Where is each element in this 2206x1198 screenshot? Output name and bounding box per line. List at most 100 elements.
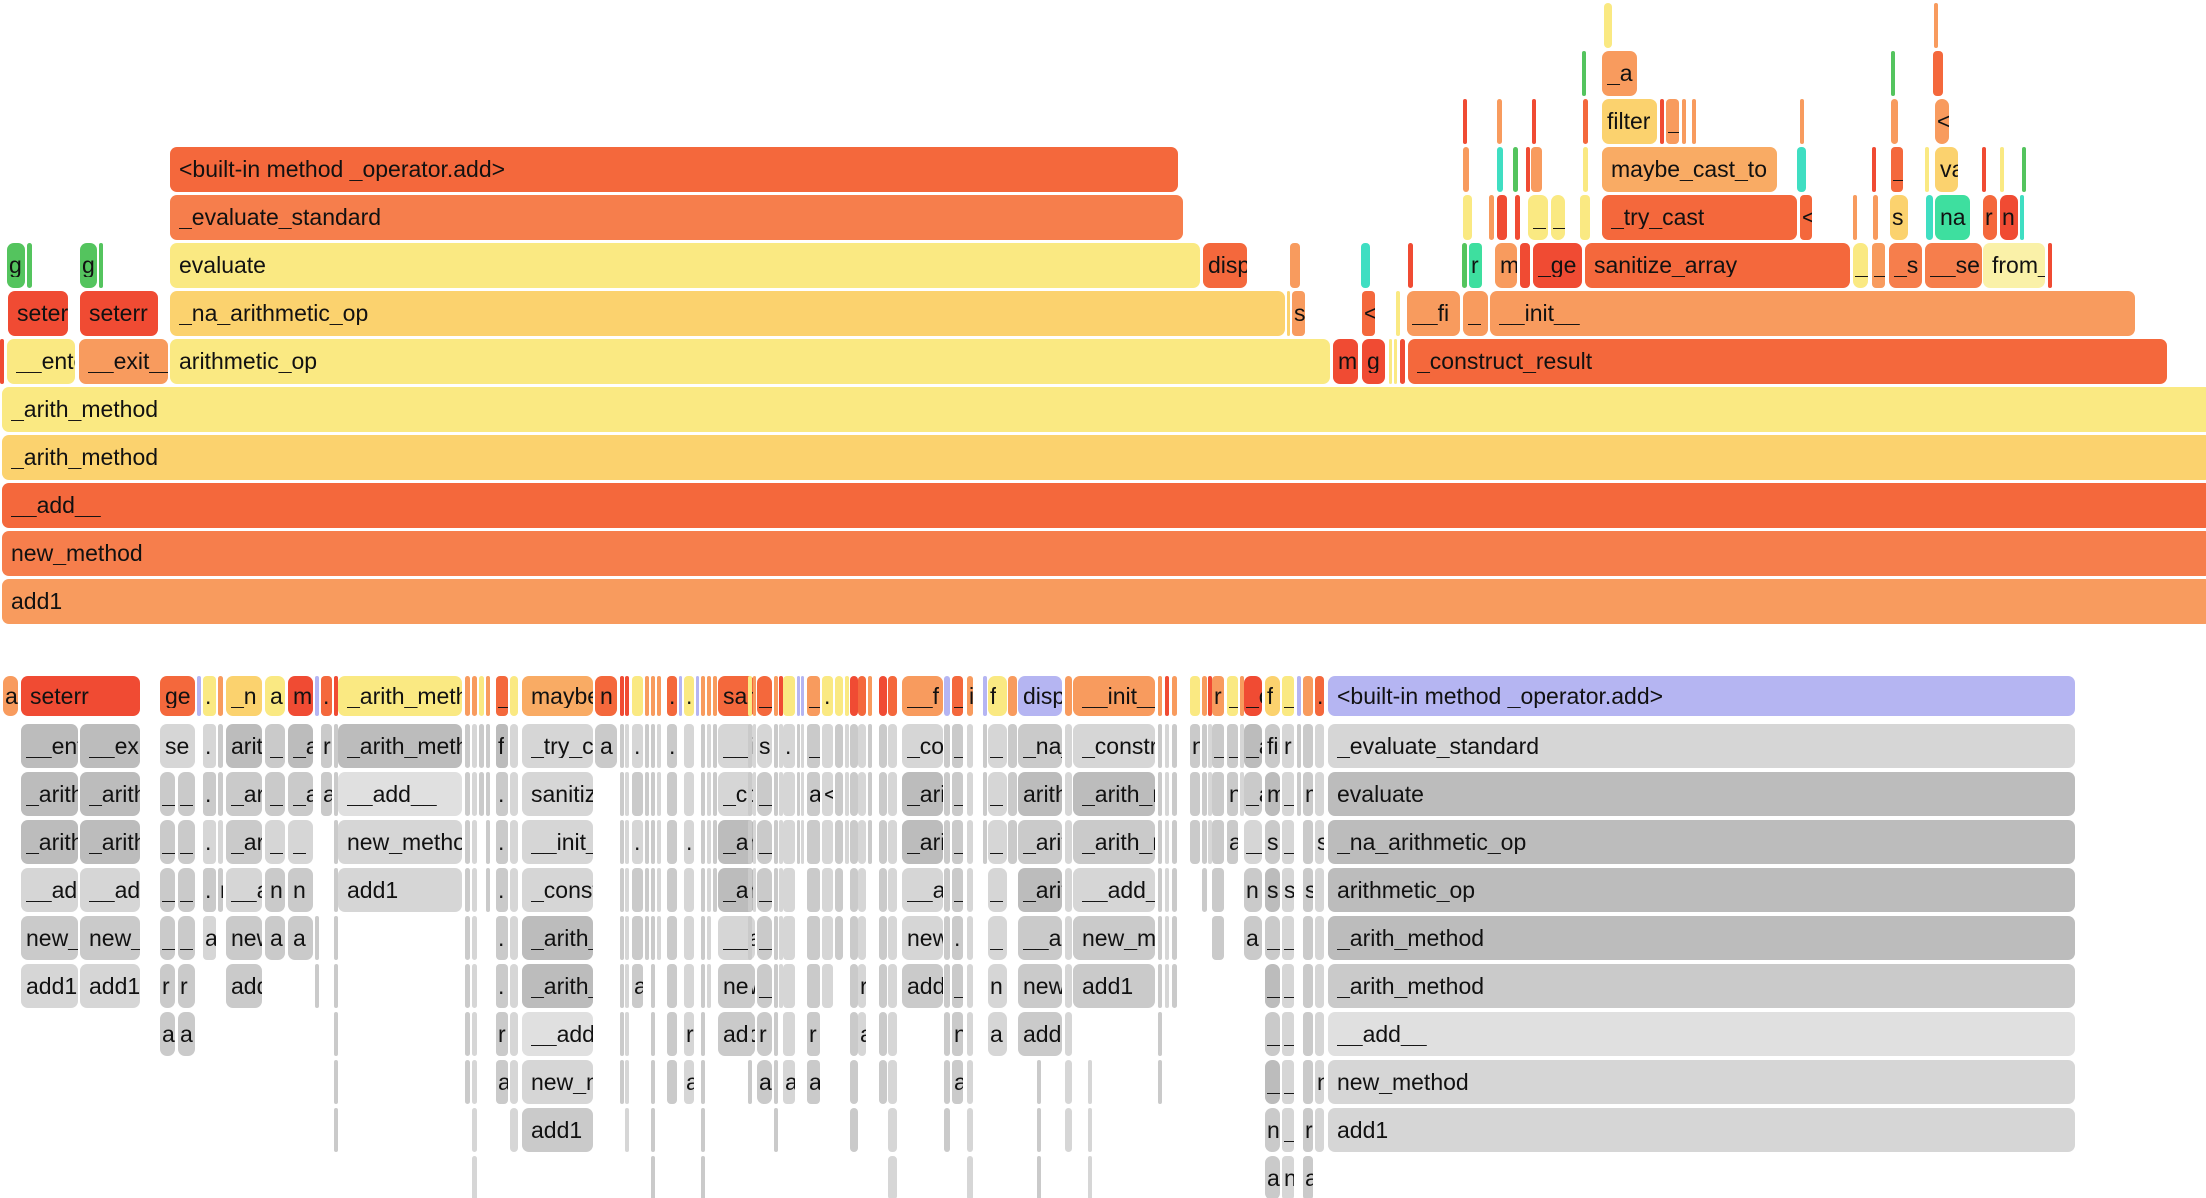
frame-sliver[interactable] [879, 724, 887, 768]
frame-sliver[interactable] [334, 820, 338, 864]
frame-sliver[interactable] [783, 820, 795, 864]
frame-a[interactable]: a [783, 1060, 795, 1104]
frame-sliver[interactable] [1873, 195, 1878, 240]
frame-sliver[interactable] [667, 820, 677, 864]
frame-a[interactable]: _a [288, 724, 313, 768]
frame-sliver[interactable] [858, 772, 866, 816]
frame-sliver[interactable] [753, 676, 756, 716]
frame-sliver[interactable] [753, 724, 756, 768]
frame-sliver[interactable] [1037, 1060, 1041, 1104]
frame-sliver[interactable] [1165, 676, 1169, 716]
frame-sliver[interactable] [835, 724, 843, 768]
frame-a[interactable]: a [1227, 820, 1238, 864]
frame-sliver[interactable] [1303, 820, 1313, 864]
frame-a[interactable]: _a [288, 772, 313, 816]
frame-sliver[interactable] [779, 772, 783, 816]
frame-sliver[interactable] [1065, 1108, 1072, 1152]
frame-sliver[interactable] [1297, 724, 1301, 768]
frame-sliver[interactable] [479, 724, 484, 768]
frame-sliver[interactable] [967, 916, 973, 960]
frame-sliver[interactable] [850, 1108, 858, 1152]
frame-sliver[interactable]: . [632, 820, 643, 864]
frame-sliver[interactable] [218, 676, 223, 716]
frame-arith-method[interactable]: _arith_method [522, 916, 593, 960]
frame-a[interactable]: a [595, 724, 617, 768]
frame-sliver[interactable]: _ [1282, 916, 1294, 960]
frame-sliver[interactable]: _ [757, 676, 772, 716]
frame-sliver[interactable]: _ [160, 916, 175, 960]
frame-sliver[interactable] [1158, 964, 1162, 1008]
frame-n[interactable]: n [988, 964, 1007, 1008]
frame-sliver[interactable] [651, 1060, 655, 1104]
frame-r[interactable]: r [160, 964, 175, 1008]
frame-arith-method[interactable]: _arith_method [21, 772, 78, 816]
frame-sliver[interactable] [632, 868, 643, 912]
frame-a[interactable]: a [858, 1012, 866, 1056]
frame-sliver[interactable]: _ [1282, 1108, 1294, 1152]
frame-sliver[interactable] [1202, 724, 1207, 768]
frame-sliver[interactable]: _ [988, 916, 1007, 960]
frame-sliver[interactable] [801, 676, 804, 716]
frame-sliver[interactable] [667, 1012, 677, 1056]
frame-sliver[interactable] [1303, 724, 1313, 768]
frame-sliver[interactable] [967, 1156, 973, 1198]
frame-sliver[interactable] [701, 1156, 705, 1198]
frame-sliver[interactable] [1008, 724, 1017, 768]
frame-new-method[interactable]: new_method [2, 531, 2206, 576]
frame-sliver[interactable] [315, 676, 319, 716]
frame-sliver[interactable] [701, 772, 705, 816]
frame-r[interactable]: r [496, 1012, 508, 1056]
frame-sliver[interactable] [1065, 676, 1072, 716]
frame-sliver[interactable] [27, 243, 32, 288]
frame-enter[interactable]: __enter__ [7, 339, 75, 384]
frame-a[interactable]: a [321, 772, 332, 816]
frame-add1[interactable]: add1 [1328, 1108, 2075, 1152]
frame-sliver[interactable] [472, 724, 477, 768]
frame-add[interactable]: __add__ [522, 1012, 593, 1056]
frame-sliver[interactable] [701, 916, 705, 960]
frame-se[interactable]: se [160, 724, 195, 768]
frame-r[interactable]: r [1303, 1108, 1313, 1152]
frame-s[interactable]: s [1890, 195, 1908, 240]
frame-n[interactable]: n [1244, 868, 1262, 912]
frame-a[interactable]: a [684, 1060, 694, 1104]
frame-sliver[interactable] [850, 1060, 858, 1104]
frame-sliver[interactable] [1361, 243, 1370, 288]
frame-sliver[interactable] [1463, 99, 1467, 144]
frame-sliver[interactable] [1604, 3, 1612, 48]
frame-construct-result[interactable]: _construct_result [902, 724, 943, 768]
frame-sliver[interactable] [620, 916, 624, 960]
frame-r[interactable]: r [1983, 195, 1997, 240]
frame-sliver[interactable] [1165, 724, 1169, 768]
frame-r[interactable]: r [684, 1012, 694, 1056]
frame-sliver[interactable] [1926, 195, 1933, 240]
frame-sliver[interactable] [967, 964, 973, 1008]
frame-sliver[interactable] [657, 820, 661, 864]
frame-sliver[interactable] [1315, 1012, 1324, 1056]
frame-sliver[interactable]: _ [1212, 724, 1224, 768]
frame-sliver[interactable] [1008, 676, 1017, 716]
frame-sliver[interactable] [807, 868, 820, 912]
frame-sliver[interactable]: . [496, 868, 508, 912]
frame-sliver[interactable] [510, 964, 518, 1008]
frame-sliver[interactable]: . [632, 724, 643, 768]
frame-sliver[interactable] [967, 1012, 973, 1056]
frame-sliver[interactable] [845, 676, 849, 716]
frame-sliver[interactable] [510, 1060, 518, 1104]
frame-sliver[interactable] [465, 820, 470, 864]
frame-g[interactable]: g [80, 243, 97, 288]
frame-sliver[interactable] [748, 916, 752, 960]
frame-n[interactable]: n [1282, 1156, 1294, 1198]
frame-arith-method[interactable]: _arith_method [226, 820, 262, 864]
frame-sliver[interactable] [315, 964, 319, 1008]
frame-sliver[interactable] [1202, 676, 1207, 716]
frame-sliver[interactable] [1692, 99, 1696, 144]
frame-sliver[interactable] [218, 724, 223, 768]
frame-sliver[interactable] [753, 868, 756, 912]
frame-sliver[interactable] [334, 676, 338, 716]
frame-a[interactable]: a [3, 676, 18, 716]
frame-sliver[interactable] [2020, 195, 2024, 240]
frame-f[interactable]: f [988, 676, 1007, 716]
frame-sliver[interactable] [779, 964, 783, 1008]
frame-sliver[interactable] [1531, 147, 1542, 192]
